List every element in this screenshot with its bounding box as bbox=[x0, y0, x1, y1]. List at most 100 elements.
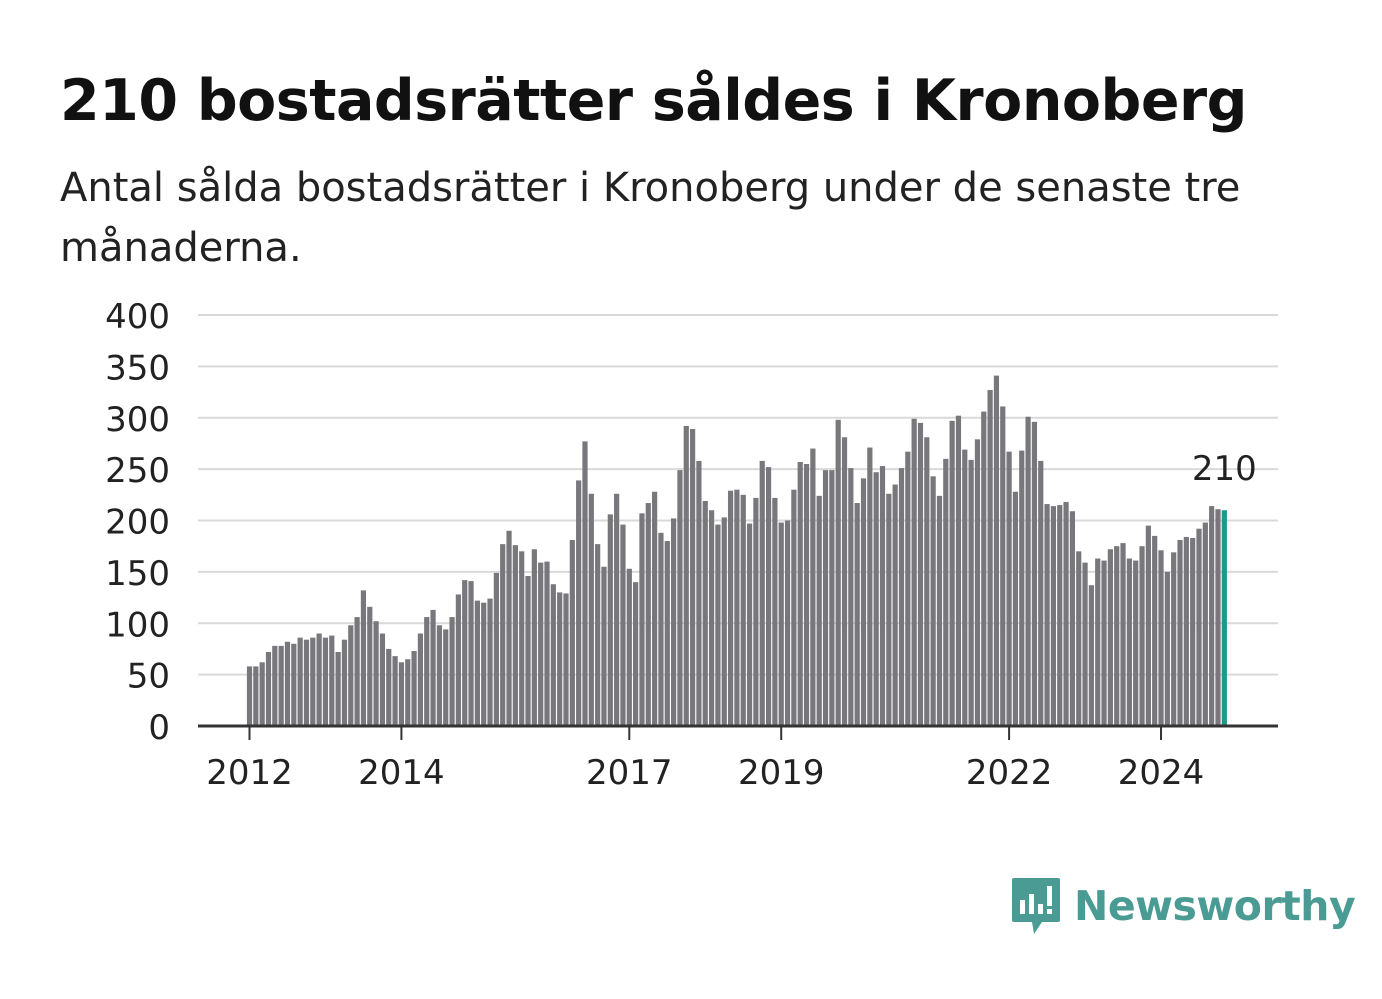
bar bbox=[1196, 528, 1202, 726]
bar bbox=[506, 530, 512, 726]
bar bbox=[740, 494, 746, 726]
bar bbox=[576, 480, 582, 726]
bar bbox=[759, 460, 765, 726]
x-tick-label: 2022 bbox=[966, 753, 1053, 793]
bar bbox=[822, 470, 829, 726]
bar bbox=[1190, 537, 1196, 726]
bar bbox=[411, 650, 417, 726]
bar bbox=[664, 541, 670, 726]
bar bbox=[525, 575, 531, 726]
bar bbox=[652, 491, 658, 726]
bar bbox=[284, 641, 291, 726]
bar bbox=[829, 470, 835, 726]
bar bbox=[1069, 511, 1075, 726]
bar bbox=[1076, 551, 1082, 726]
bar bbox=[1139, 546, 1145, 726]
bar bbox=[1044, 504, 1050, 726]
bar bbox=[778, 522, 784, 726]
highlight-value-label: 210 bbox=[1192, 449, 1257, 489]
bar bbox=[272, 645, 278, 726]
bar bbox=[791, 489, 797, 726]
bar bbox=[246, 666, 253, 726]
bar bbox=[455, 594, 461, 726]
bar bbox=[772, 497, 778, 726]
bar bbox=[816, 495, 822, 726]
bar bbox=[1082, 562, 1088, 726]
chart-subtitle: Antal sålda bostadsrätter i Kronoberg un… bbox=[60, 165, 1241, 271]
bar bbox=[1158, 550, 1164, 726]
bar bbox=[1025, 416, 1031, 726]
brand-name: Newsworthy bbox=[1074, 882, 1356, 930]
bar bbox=[1050, 506, 1057, 726]
bar bbox=[1202, 522, 1208, 726]
bar bbox=[341, 639, 348, 726]
bar bbox=[493, 572, 499, 726]
bar bbox=[727, 490, 734, 726]
bar bbox=[943, 458, 949, 726]
bar bbox=[911, 418, 917, 726]
bar bbox=[607, 514, 613, 726]
bar bbox=[348, 625, 354, 726]
bar bbox=[1088, 585, 1094, 726]
bar bbox=[500, 544, 506, 726]
bar bbox=[1145, 525, 1151, 726]
bar bbox=[601, 566, 607, 726]
bar bbox=[620, 524, 626, 726]
bar bbox=[1038, 460, 1044, 726]
y-tick-label: 300 bbox=[105, 400, 170, 440]
bar bbox=[297, 637, 303, 726]
bar bbox=[1114, 546, 1120, 726]
y-tick-label: 200 bbox=[105, 503, 170, 543]
y-tick-label: 100 bbox=[105, 605, 170, 645]
bar bbox=[569, 540, 575, 726]
y-tick-label: 350 bbox=[105, 348, 170, 388]
bar bbox=[424, 617, 430, 726]
bar bbox=[1120, 543, 1126, 726]
bar bbox=[253, 666, 259, 726]
bar bbox=[873, 472, 879, 726]
bar bbox=[892, 484, 898, 726]
bar bbox=[310, 637, 316, 726]
bar bbox=[898, 468, 905, 726]
x-tick-label: 2017 bbox=[586, 753, 673, 793]
bar bbox=[550, 584, 556, 726]
bar bbox=[867, 447, 873, 726]
bar bbox=[810, 448, 816, 726]
bar bbox=[360, 590, 367, 726]
bar bbox=[557, 592, 563, 726]
bar bbox=[981, 411, 987, 726]
bar bbox=[1063, 502, 1069, 726]
bar bbox=[544, 561, 550, 726]
bar bbox=[993, 375, 1000, 726]
bar bbox=[841, 437, 848, 726]
bar bbox=[1012, 491, 1019, 726]
bar bbox=[1152, 535, 1158, 726]
bar bbox=[962, 449, 968, 726]
y-axis-tick-labels: 0 50 100 150 200 250 300 350 400 bbox=[105, 297, 170, 748]
bar bbox=[563, 593, 569, 726]
bar bbox=[1209, 506, 1215, 726]
bar bbox=[519, 551, 525, 726]
y-tick-label: 0 bbox=[148, 708, 170, 748]
bar bbox=[784, 520, 791, 726]
bar bbox=[392, 656, 398, 726]
bar bbox=[765, 467, 772, 726]
bar bbox=[1057, 505, 1063, 726]
x-axis-ticks: 2012 2014 2017 2019 2022 2024 bbox=[206, 726, 1204, 793]
bar bbox=[436, 625, 442, 726]
bar bbox=[1171, 552, 1177, 726]
bar bbox=[835, 419, 841, 726]
bar-series bbox=[246, 375, 1227, 727]
x-tick-label: 2019 bbox=[738, 753, 825, 793]
brand-logo: Newsworthy bbox=[1010, 876, 1356, 936]
bar bbox=[265, 652, 272, 726]
bar bbox=[443, 629, 449, 726]
bar bbox=[481, 602, 487, 726]
chart-title: 210 bostadsrätter såldes i Kronoberg bbox=[60, 68, 1247, 134]
bar bbox=[512, 545, 518, 726]
y-tick-label: 250 bbox=[105, 451, 170, 491]
bar bbox=[803, 463, 810, 726]
bar bbox=[1019, 450, 1025, 726]
bar bbox=[1000, 406, 1006, 726]
x-tick-label: 2014 bbox=[358, 753, 445, 793]
